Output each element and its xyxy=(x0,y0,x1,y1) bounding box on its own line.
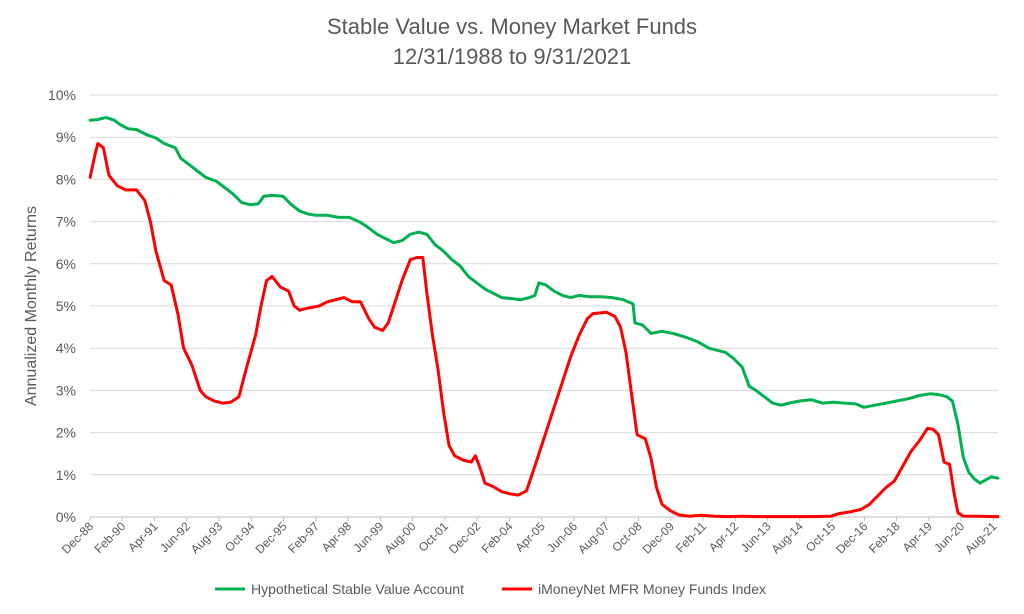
x-tick-label: Feb-11 xyxy=(673,519,709,555)
x-tick-label: Feb-18 xyxy=(866,519,903,556)
x-tick-label: Aug-21 xyxy=(962,519,999,556)
x-tick-label: Apr-12 xyxy=(706,519,742,555)
x-tick-label: Feb-90 xyxy=(92,519,129,556)
series-lines xyxy=(88,115,1000,519)
x-tick-label: Dec-02 xyxy=(446,519,483,556)
y-tick-label: 0% xyxy=(56,509,76,525)
x-tick-label: Feb-97 xyxy=(285,519,322,556)
x-tick-label: Jun-20 xyxy=(931,519,967,555)
y-axis: 0% 1% 2% 3% 4% 5% 6% 7% 8% 9% 10% xyxy=(48,87,76,525)
x-tick-label: Apr-19 xyxy=(900,519,936,555)
chart-title: Stable Value vs. Money Market Funds xyxy=(326,14,698,39)
x-tick-label: Aug-14 xyxy=(769,519,806,556)
x-tick-label: Dec-09 xyxy=(640,519,677,556)
y-tick-label: 3% xyxy=(56,382,76,398)
x-axis: Dec-88Feb-90Apr-91Jun-92Aug-93Oct-94Dec-… xyxy=(59,517,1000,556)
gridlines xyxy=(90,94,998,518)
legend: Hypothetical Stable Value Account iMoneyN… xyxy=(215,581,766,597)
x-tick-label: Aug-00 xyxy=(381,519,418,556)
x-tick-label: Dec-95 xyxy=(252,519,289,556)
x-tick-label: Jun-99 xyxy=(351,519,387,555)
x-tick-label: Aug-93 xyxy=(188,519,225,556)
x-tick-label: Jun-13 xyxy=(738,519,774,555)
y-tick-label: 9% xyxy=(56,129,76,145)
y-axis-label: Annualized Monthly Returns xyxy=(23,206,40,406)
x-tick-label: Jun-92 xyxy=(157,519,193,555)
x-tick-label: Oct-15 xyxy=(803,519,839,555)
series-line xyxy=(88,115,1000,485)
chart-subtitle: 12/31/1988 to 9/31/2021 xyxy=(392,44,632,69)
x-tick-label: Feb-04 xyxy=(479,519,516,556)
x-tick-label: Apr-91 xyxy=(125,519,161,555)
x-tick-label: Oct-01 xyxy=(416,519,452,555)
series-line xyxy=(88,142,1000,519)
y-tick-label: 10% xyxy=(48,87,76,103)
y-tick-label: 8% xyxy=(56,171,76,187)
y-tick-label: 7% xyxy=(56,214,76,230)
x-tick-label: Apr-05 xyxy=(512,519,548,555)
x-tick-label: Apr-98 xyxy=(319,519,355,555)
y-tick-label: 6% xyxy=(56,256,76,272)
x-tick-label: Jun-06 xyxy=(544,519,580,555)
legend-label: Hypothetical Stable Value Account xyxy=(251,581,464,597)
y-tick-label: 1% xyxy=(56,467,76,483)
x-tick-label: Oct-94 xyxy=(222,519,258,555)
x-tick-label: Oct-08 xyxy=(609,519,645,555)
x-tick-label: Aug-07 xyxy=(575,519,612,556)
y-tick-label: 2% xyxy=(56,425,76,441)
x-tick-label: Dec-16 xyxy=(833,519,870,556)
y-tick-label: 4% xyxy=(56,340,76,356)
y-tick-label: 5% xyxy=(56,298,76,314)
legend-label: iMoneyNet MFR Money Funds Index xyxy=(538,581,766,597)
